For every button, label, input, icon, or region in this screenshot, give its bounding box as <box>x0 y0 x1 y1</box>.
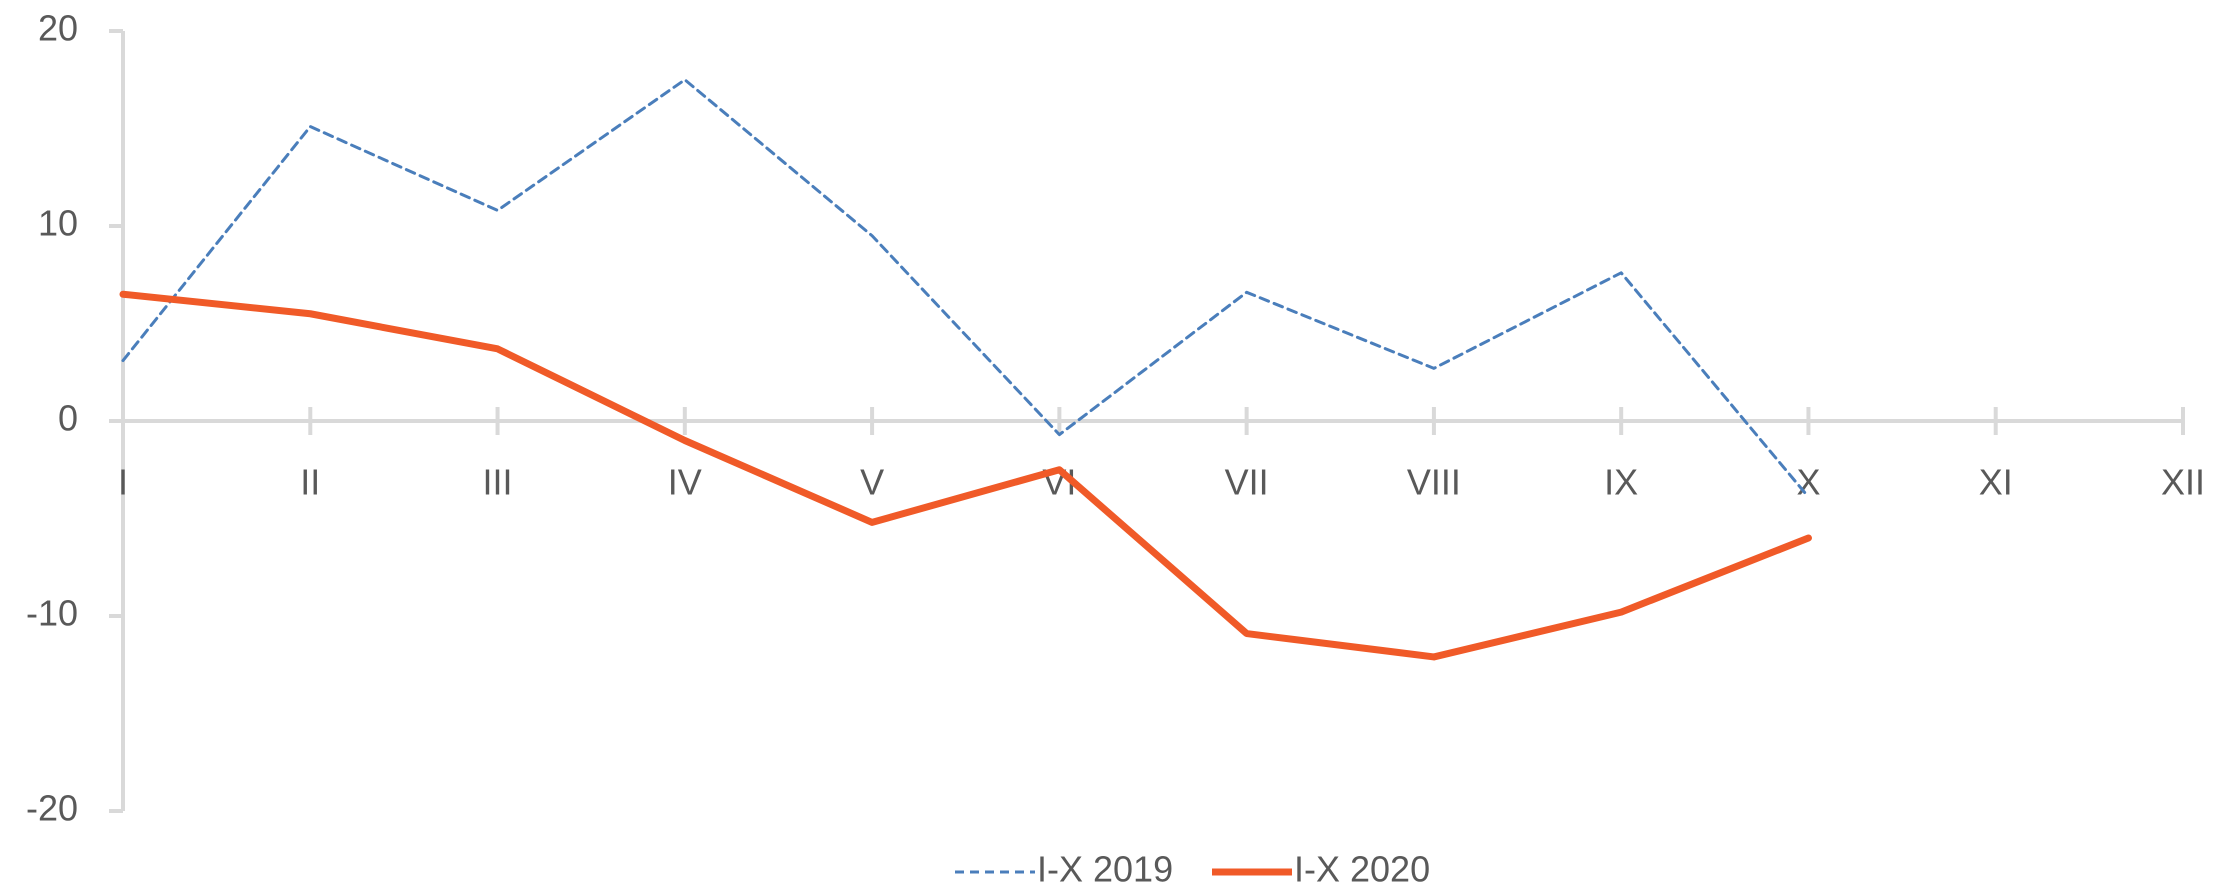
x-tick-label: IX <box>1604 462 1638 503</box>
y-tick-label: 10 <box>38 203 78 244</box>
y-tick-label: 0 <box>58 398 78 439</box>
x-tick-label: V <box>860 462 884 503</box>
legend-label: I-X 2019 <box>1037 849 1173 889</box>
legend-label: I-X 2020 <box>1294 849 1430 889</box>
x-tick-label: XII <box>2161 462 2205 503</box>
series-line <box>121 78 1810 499</box>
y-tick-label: 20 <box>38 8 78 49</box>
y-tick-label: -20 <box>26 788 78 829</box>
x-tick-label: II <box>300 462 320 503</box>
x-tick-label: III <box>483 462 513 503</box>
x-tick-label: IV <box>668 462 702 503</box>
x-tick-label: XI <box>1979 462 2013 503</box>
x-tick-label: I <box>118 462 128 503</box>
x-tick-label: VIII <box>1407 462 1461 503</box>
y-tick-label: -10 <box>26 593 78 634</box>
x-tick-label: VII <box>1225 462 1269 503</box>
x-tick-label: X <box>1796 462 1820 503</box>
series-line <box>119 290 1812 661</box>
